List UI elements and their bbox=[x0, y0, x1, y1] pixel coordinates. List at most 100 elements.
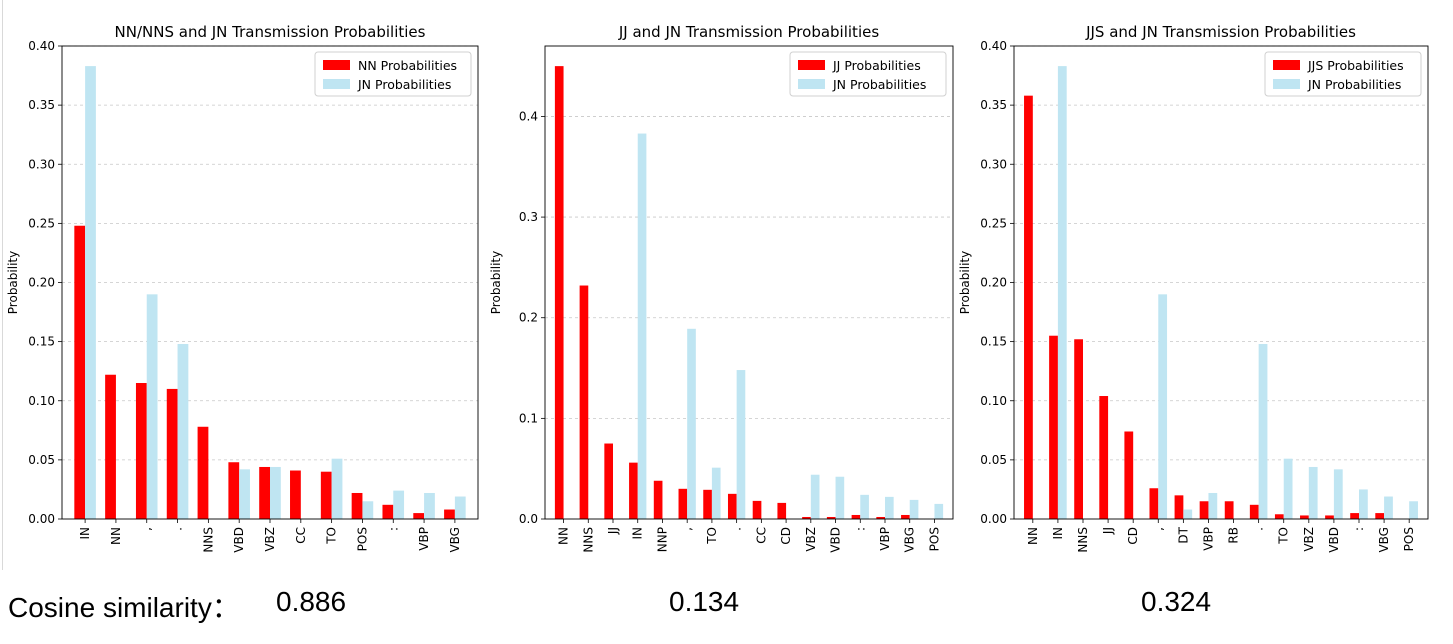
bar-primary-vbg bbox=[901, 514, 910, 519]
y-tick-label: 0.20 bbox=[28, 276, 55, 290]
legend-box bbox=[314, 51, 472, 97]
x-tick-label-nnp: NNP bbox=[655, 527, 669, 552]
chart-title: JJ and JN Transmission Probabilities bbox=[618, 23, 879, 41]
x-tick-label-jj: JJ bbox=[1101, 527, 1115, 535]
bar-primary-dt bbox=[1174, 495, 1184, 519]
y-tick-label: 0.4 bbox=[519, 109, 538, 123]
bar-primary-cc bbox=[290, 470, 301, 519]
legend-swatch-primary bbox=[323, 60, 350, 70]
y-tick-label: 0.25 bbox=[28, 216, 55, 230]
bar-primary-nn bbox=[554, 66, 564, 520]
y-tick-label: 0.35 bbox=[28, 98, 55, 112]
x-tick-label-jj: JJ bbox=[606, 527, 620, 535]
x-tick-label-vbd: VBD bbox=[1327, 527, 1341, 553]
bar-jn-vbd bbox=[239, 469, 250, 519]
x-tick-label-vbd: VBD bbox=[232, 527, 246, 553]
bar-primary-vbz bbox=[259, 466, 270, 519]
bar-jn-pos bbox=[1409, 501, 1418, 519]
y-tick-label: 0.10 bbox=[980, 394, 1007, 408]
legend-box bbox=[789, 51, 947, 97]
x-tick-label-colon: : bbox=[1352, 527, 1366, 531]
x-tick-label-vbp: VBP bbox=[878, 527, 892, 551]
bar-jn-vbp bbox=[1208, 492, 1218, 519]
y-tick-label: 0.05 bbox=[980, 453, 1007, 467]
bar-jn-vbp bbox=[885, 496, 894, 519]
x-tick-label-nns: NNS bbox=[581, 527, 595, 553]
bar-primary-pos bbox=[351, 492, 363, 519]
bar-primary-vbg bbox=[1375, 513, 1385, 519]
bar-primary-comma bbox=[135, 383, 147, 519]
legend-label-jn: JN Probabilities bbox=[832, 77, 926, 92]
bar-primary-period bbox=[1249, 504, 1259, 519]
x-tick-label-comma: , bbox=[680, 527, 694, 531]
bar-jn-vbg bbox=[909, 499, 919, 519]
x-tick-label-vbg: VBG bbox=[1377, 527, 1391, 553]
cosine-similarity-value-nn: 0.886 bbox=[276, 586, 347, 617]
bar-jn-to bbox=[711, 467, 721, 519]
x-tick-label-cc: CC bbox=[754, 527, 768, 544]
y-tick-label: 0.00 bbox=[980, 512, 1007, 526]
cosine-similarity-label: Cosine similarity： bbox=[8, 592, 240, 623]
x-tick-label-period: . bbox=[1252, 527, 1266, 531]
x-tick-label-rb: RB bbox=[1227, 527, 1241, 544]
bar-primary-in bbox=[629, 462, 638, 519]
y-tick-label: 0.20 bbox=[980, 276, 1007, 290]
bar-jn-in bbox=[637, 133, 647, 520]
x-tick-label-pos: POS bbox=[927, 527, 941, 551]
y-tick-label: 0.15 bbox=[980, 335, 1007, 349]
x-tick-label-comma: , bbox=[1151, 527, 1165, 531]
bar-primary-to bbox=[320, 471, 332, 519]
legend-swatch-jn bbox=[1273, 79, 1300, 89]
x-tick-label-pos: POS bbox=[1402, 527, 1416, 551]
bar-primary-in bbox=[74, 225, 86, 520]
bar-jn-vbz bbox=[810, 474, 820, 519]
bar-primary-vbd bbox=[826, 516, 836, 519]
bar-jn-period bbox=[177, 343, 189, 519]
bar-jn-colon bbox=[393, 490, 405, 519]
x-tick-label-cc: CC bbox=[294, 527, 308, 544]
bar-jn-in bbox=[1057, 66, 1067, 519]
bar-primary-nns bbox=[579, 285, 589, 519]
x-tick-label-colon: : bbox=[386, 527, 400, 531]
charts-figure: 0.00 0.05 0.10 0.15 0.20 0.25 0.30 0.35 0.40 IN NN… bbox=[6, 23, 1429, 553]
x-tick-label-nn: NN bbox=[109, 527, 123, 545]
bar-primary-period bbox=[166, 388, 178, 519]
y-tick-label: 0.1 bbox=[519, 411, 538, 425]
bar-jn-colon bbox=[860, 494, 869, 519]
bar-jn-dt bbox=[1183, 509, 1193, 519]
x-tick-label-nn: NN bbox=[1026, 527, 1040, 545]
bar-primary-nn bbox=[1024, 95, 1033, 519]
bar-primary-rb bbox=[1224, 501, 1234, 519]
bar-jn-in bbox=[85, 66, 96, 519]
y-tick-label: 0.40 bbox=[980, 39, 1007, 53]
x-tick-label-period: . bbox=[171, 527, 185, 531]
bar-jn-vbd bbox=[835, 476, 845, 519]
axes-frame bbox=[61, 45, 479, 520]
bar-jn-vbd bbox=[1333, 469, 1343, 519]
x-tick-label-vbg: VBG bbox=[448, 527, 462, 553]
bar-primary-colon bbox=[851, 514, 861, 519]
x-tick-label-to: TO bbox=[325, 527, 339, 545]
y-tick-label: 0.00 bbox=[28, 512, 55, 526]
bar-primary-to bbox=[703, 489, 712, 519]
bar-primary-vbp bbox=[1199, 501, 1209, 519]
bar-primary-cd bbox=[1124, 431, 1134, 519]
bar-primary-vbz bbox=[1300, 515, 1309, 519]
x-tick-label-nns: NNS bbox=[201, 527, 215, 553]
bar-primary-period bbox=[727, 493, 737, 519]
bar-primary-nns bbox=[197, 426, 209, 519]
bar-primary-jj bbox=[604, 443, 613, 519]
legend-swatch-jn bbox=[798, 79, 825, 89]
x-tick-label-pos: POS bbox=[355, 527, 369, 551]
bar-primary-colon bbox=[382, 504, 394, 519]
bar-jn-vbz bbox=[270, 466, 281, 519]
x-tick-label-comma: , bbox=[140, 527, 154, 531]
x-tick-label-vbd: VBD bbox=[829, 527, 843, 553]
y-tick-label: 0.0 bbox=[519, 512, 538, 526]
x-tick-label-nn: NN bbox=[557, 527, 571, 545]
x-tick-label-nns: NNS bbox=[1076, 527, 1090, 553]
bar-primary-nns bbox=[1074, 339, 1083, 519]
bar-jn-period bbox=[736, 370, 746, 519]
legend-label-primary: NN Probabilities bbox=[358, 58, 457, 73]
x-tick-label-in: IN bbox=[78, 527, 92, 540]
